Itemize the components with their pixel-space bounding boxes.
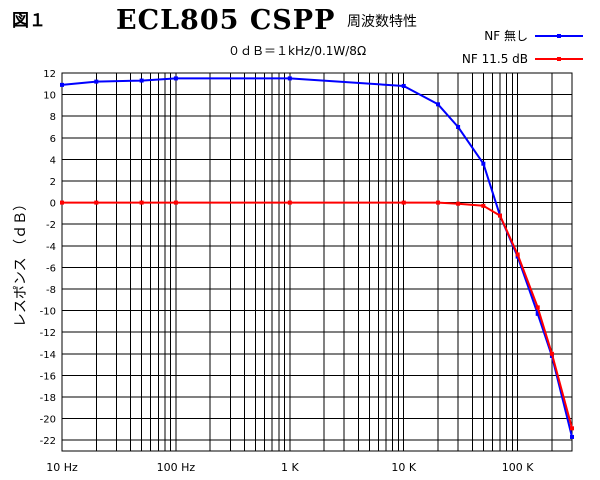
- x-tick-label: 1 K: [281, 461, 299, 474]
- data-point-0: [436, 102, 441, 107]
- data-point-1: [498, 213, 503, 218]
- y-tick-label: -4: [46, 242, 56, 253]
- x-tick-label: 10 Hz: [46, 461, 78, 474]
- y-tick-label: -10: [40, 307, 56, 318]
- data-point-0: [139, 78, 144, 83]
- y-axis-label: レスポンス （ｄＢ）: [13, 197, 29, 327]
- y-tick-label: 6: [50, 134, 56, 145]
- data-point-1: [456, 201, 461, 206]
- data-point-0: [456, 125, 461, 129]
- legend-label-1: NF 11.5 dB: [462, 52, 528, 66]
- data-point-1: [535, 305, 540, 310]
- y-axis-ticks: 12 10 8 6 4 2 0 -2 -4 -6 -8 -10 -12 -14 -16 -18 -20 -22: [40, 69, 56, 447]
- legend-marker-1: [557, 57, 561, 61]
- data-point-0: [287, 76, 292, 81]
- grid-lines: [62, 72, 572, 451]
- data-point-0: [94, 79, 99, 84]
- data-point-1: [139, 200, 144, 205]
- series-line-0: [61, 77, 573, 438]
- y-tick-label: -20: [40, 415, 56, 426]
- legend-label-0: NF 無し: [484, 28, 528, 43]
- legend-marker-0: [557, 34, 561, 38]
- figure-label: 図１: [12, 11, 46, 31]
- data-point-0: [481, 161, 486, 166]
- legend: NF 無し NF 11.5 dB: [462, 28, 583, 66]
- y-tick-label: -6: [46, 263, 56, 274]
- reference-level: ０ｄＢ＝１kHz/0.1W/8Ω: [228, 44, 366, 58]
- y-tick-label: -18: [40, 393, 56, 404]
- y-tick-label: 2: [50, 177, 56, 188]
- y-tick-label: 4: [50, 155, 56, 166]
- data-point-1: [515, 252, 520, 257]
- data-series: [60, 76, 574, 439]
- y-tick-label: 8: [50, 112, 56, 123]
- x-tick-label: 10 K: [391, 461, 416, 474]
- data-point-0: [60, 82, 64, 87]
- data-point-0: [173, 76, 178, 81]
- data-point-1: [94, 200, 99, 205]
- data-point-1: [436, 200, 441, 205]
- y-tick-label: -12: [40, 328, 56, 339]
- data-point-0: [570, 434, 574, 439]
- data-point-1: [570, 426, 574, 431]
- x-tick-label: 100 K: [502, 461, 534, 474]
- plot-area: [61, 72, 573, 452]
- chart-subtitle: 周波数特性: [347, 14, 417, 30]
- data-point-0: [535, 311, 540, 316]
- data-point-1: [287, 200, 292, 205]
- chart-title: ECL805 CSPP: [116, 5, 335, 36]
- series-line-1: [62, 201, 573, 429]
- data-point-1: [549, 351, 554, 356]
- data-point-1: [401, 200, 406, 205]
- y-tick-label: 12: [43, 69, 56, 80]
- x-tick-label: 100 Hz: [157, 461, 196, 474]
- y-tick-label: 10: [43, 91, 56, 102]
- y-tick-label: -14: [40, 350, 56, 361]
- y-tick-label: -2: [46, 220, 56, 231]
- y-tick-label: -8: [46, 285, 56, 296]
- x-axis-ticks: 10 Hz 100 Hz 1 K 10 K 100 K: [46, 461, 534, 474]
- data-point-1: [60, 200, 64, 205]
- y-tick-label: 0: [50, 199, 56, 210]
- data-point-0: [401, 83, 406, 88]
- data-point-1: [173, 200, 178, 205]
- y-tick-label: -16: [40, 371, 56, 382]
- y-tick-label: -22: [40, 436, 56, 447]
- data-point-1: [481, 203, 486, 208]
